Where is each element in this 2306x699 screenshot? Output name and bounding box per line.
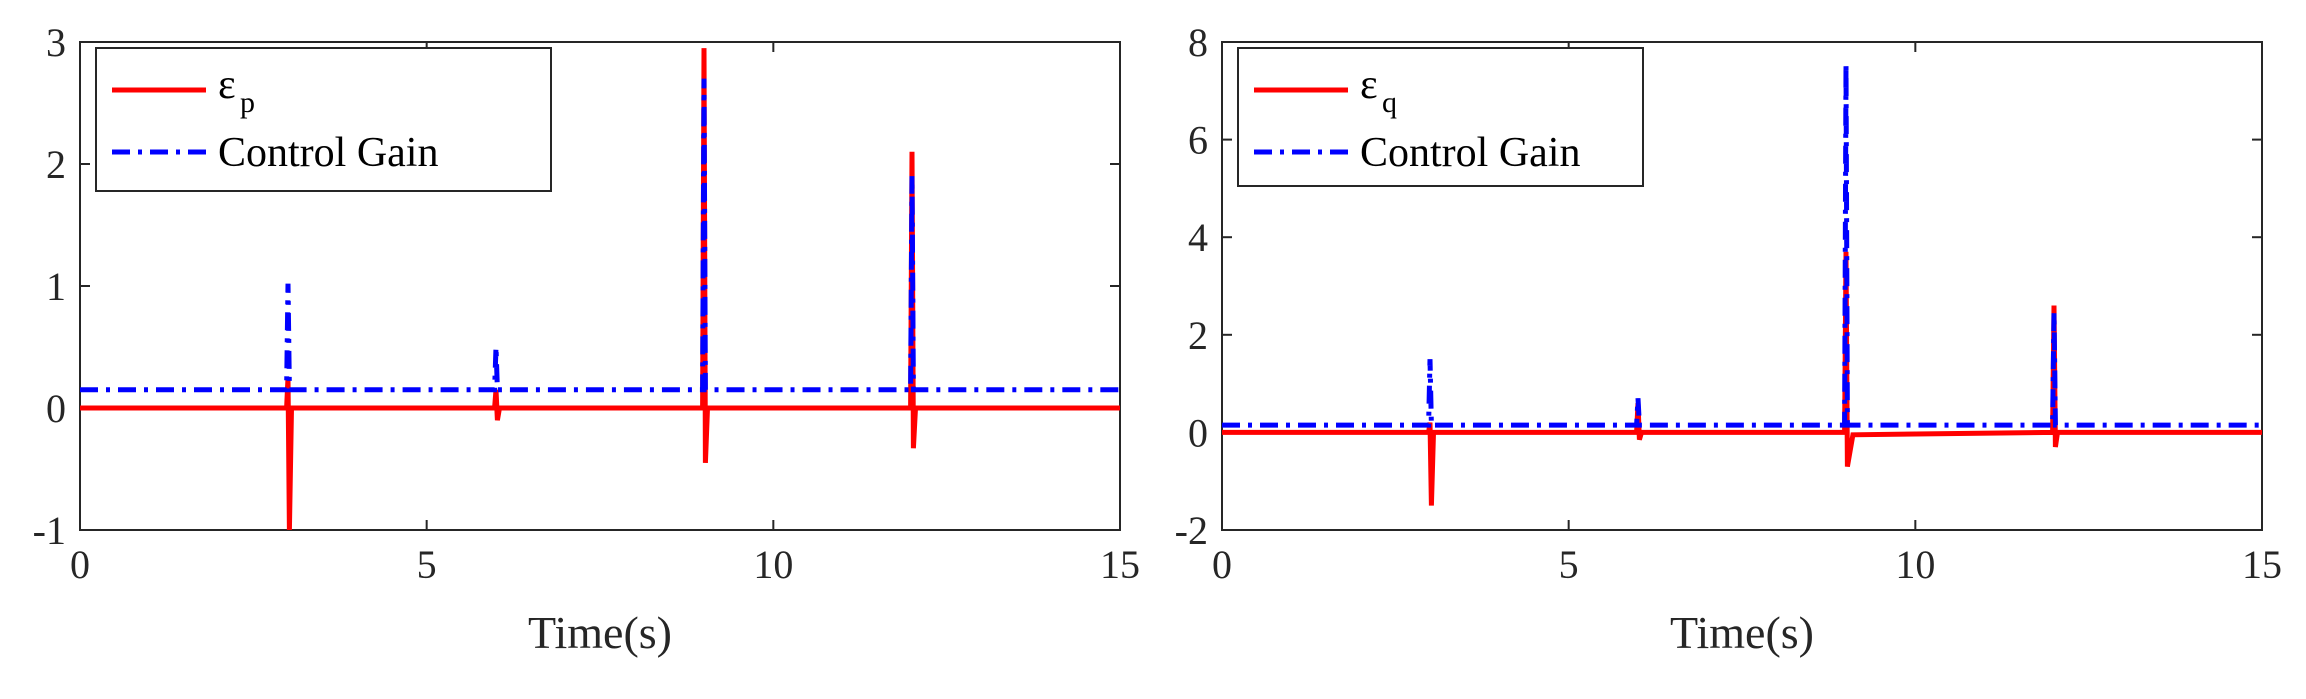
legend-label-subscript: p [240, 86, 255, 119]
x-tick-label: 15 [2242, 542, 2282, 587]
x-axis-label: Time(s) [1670, 607, 1814, 658]
x-tick-label: 10 [753, 542, 793, 587]
x-tick-label: 5 [1559, 542, 1579, 587]
legend-label: Control Gain [1360, 130, 1580, 176]
legend-box [1237, 47, 1644, 187]
x-axis-label: Time(s) [528, 607, 672, 658]
y-tick-label: 8 [1188, 20, 1208, 65]
series-line-control-gain [1222, 63, 2262, 428]
y-tick-label: 0 [46, 386, 66, 431]
y-tick-label: 2 [46, 142, 66, 187]
legend-label: ε [218, 62, 236, 108]
series-line-control-gain [80, 78, 1120, 393]
y-tick-label: 4 [1188, 215, 1208, 260]
x-tick-label: 0 [1212, 542, 1232, 587]
y-tick-label: -1 [33, 508, 66, 553]
x-tick-label: 0 [70, 542, 90, 587]
legend-label: Control Gain [218, 130, 438, 176]
x-tick-label: 15 [1100, 542, 1140, 587]
y-tick-label: 1 [46, 264, 66, 309]
y-tick-label: -2 [1175, 508, 1208, 553]
y-tick-label: 3 [46, 20, 66, 65]
y-tick-label: 2 [1188, 313, 1208, 358]
x-tick-label: 10 [1895, 542, 1935, 587]
legend-label-subscript: q [1382, 86, 1397, 119]
y-tick-label: 0 [1188, 410, 1208, 455]
legend-box [95, 47, 552, 192]
x-tick-label: 5 [417, 542, 437, 587]
legend-label: ε [1360, 62, 1378, 108]
y-tick-label: 6 [1188, 118, 1208, 163]
